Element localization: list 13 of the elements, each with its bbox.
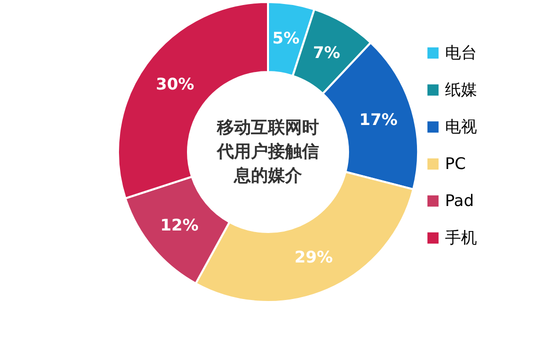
legend-label: 手机: [445, 228, 477, 247]
legend-label: 纸媒: [445, 80, 477, 99]
data-label: 5%: [272, 28, 300, 48]
legend-label: PC: [445, 154, 466, 173]
legend-label: 电台: [445, 43, 477, 62]
legend-label: 电视: [445, 117, 477, 136]
data-label: 30%: [156, 74, 194, 94]
legend-label: Pad: [445, 191, 474, 210]
data-label: 7%: [312, 43, 340, 62]
data-label: 17%: [359, 110, 398, 129]
data-label: 12%: [160, 215, 199, 234]
data-label: 29%: [294, 248, 333, 267]
text: 移动互联网时代用户接触信息的媒介: [216, 118, 319, 186]
